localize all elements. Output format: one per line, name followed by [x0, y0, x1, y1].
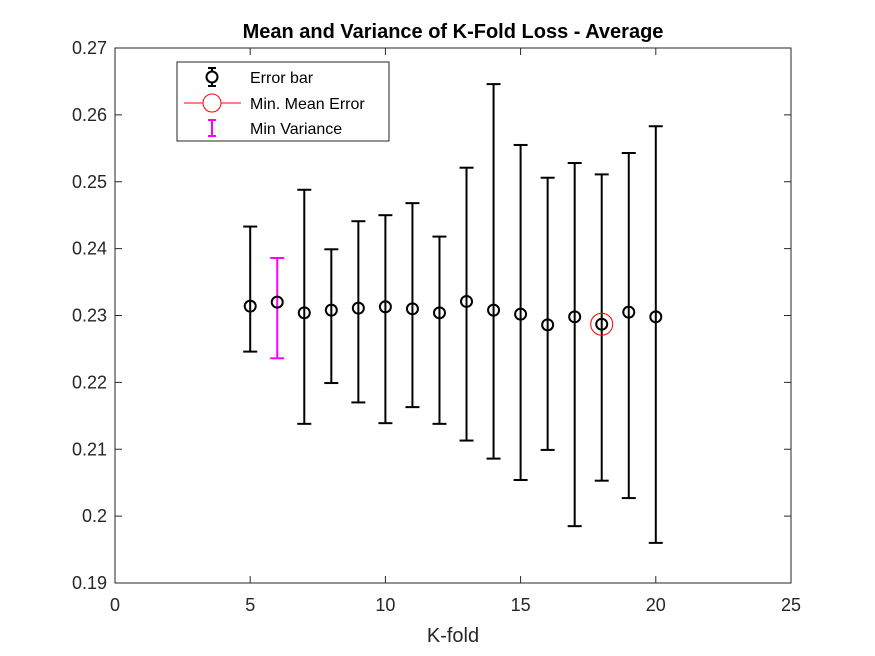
- legend-label: Error bar: [250, 70, 314, 87]
- mean-point: [487, 303, 501, 317]
- y-tick-label: 0.23: [72, 306, 107, 326]
- mean-point: [595, 317, 609, 331]
- legend-label: Min Variance: [250, 121, 342, 138]
- y-tick-label: 0.25: [72, 172, 107, 192]
- mean-point: [514, 307, 528, 321]
- legend-items: Error bar Min. Mean Error Min Variance: [184, 67, 365, 138]
- mean-point: [405, 302, 419, 316]
- x-tick-label: 0: [110, 595, 120, 615]
- mean-point: [351, 301, 365, 315]
- legend-errorbar-marker: [205, 70, 219, 84]
- axis-ticks: 0 5 10 15 20 25 0.19 0.2 0.21 0.22 0.23 0.24 0.25 0.2…: [72, 38, 801, 615]
- x-tick-label: 5: [245, 595, 255, 615]
- mean-point: [622, 305, 636, 319]
- x-tick-label: 25: [781, 595, 801, 615]
- x-tick-label: 15: [511, 595, 531, 615]
- y-tick-label: 0.19: [72, 573, 107, 593]
- x-tick-label: 20: [646, 595, 666, 615]
- mean-point: [649, 310, 663, 324]
- y-tick-label: 0.2: [82, 506, 107, 526]
- mean-point: [460, 294, 474, 308]
- mean-point: [324, 303, 338, 317]
- y-tick-label: 0.24: [72, 239, 107, 259]
- chart-marks: [243, 83, 663, 544]
- chart-title: Mean and Variance of K-Fold Loss - Avera…: [243, 21, 664, 43]
- mean-point: [432, 306, 446, 320]
- min-variance-point: [270, 295, 284, 309]
- mean-point: [297, 306, 311, 320]
- x-tick-label: 10: [375, 595, 395, 615]
- y-tick-label: 0.27: [72, 38, 107, 58]
- mean-point: [378, 300, 392, 314]
- legend: Error bar Min. Mean Error Min Variance: [176, 61, 390, 142]
- y-tick-label: 0.21: [72, 439, 107, 459]
- min-mean-error-marker: [590, 312, 614, 336]
- y-tick-label: 0.22: [72, 372, 107, 392]
- legend-min-mean-marker: [202, 93, 222, 113]
- mean-point: [568, 310, 582, 324]
- mean-point: [541, 318, 555, 332]
- x-axis-title: K-fold: [427, 625, 479, 647]
- y-tick-label: 0.26: [72, 105, 107, 125]
- mean-point: [243, 299, 257, 313]
- legend-label: Min. Mean Error: [250, 96, 365, 113]
